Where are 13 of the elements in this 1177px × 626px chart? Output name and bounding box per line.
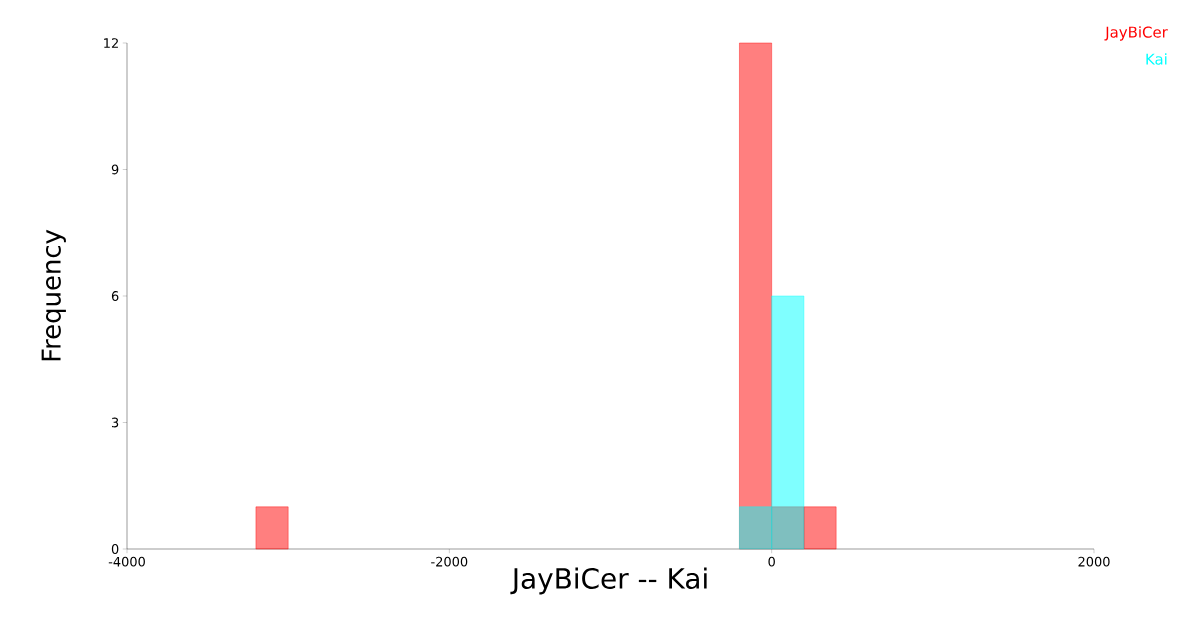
x-tick-label: -2000 — [431, 556, 468, 567]
y-axis-title: Frequency — [41, 229, 66, 361]
text: JayBiCer — [1104, 26, 1168, 41]
x-tick-label: -4000 — [108, 556, 145, 567]
y-tick-label: 6 — [111, 291, 119, 301]
y-tick-label: 12 — [104, 38, 118, 48]
y-tick-label: 0 — [111, 544, 119, 554]
y-tick-label: 9 — [111, 164, 119, 175]
x-tick-label: 2000 — [1078, 556, 1110, 567]
x-axis-title: JayBiCer -- Kai — [510, 567, 707, 595]
y-tick-label: 3 — [111, 417, 119, 428]
x-tick-label: 0 — [768, 556, 775, 567]
text: Kai — [1146, 53, 1167, 65]
